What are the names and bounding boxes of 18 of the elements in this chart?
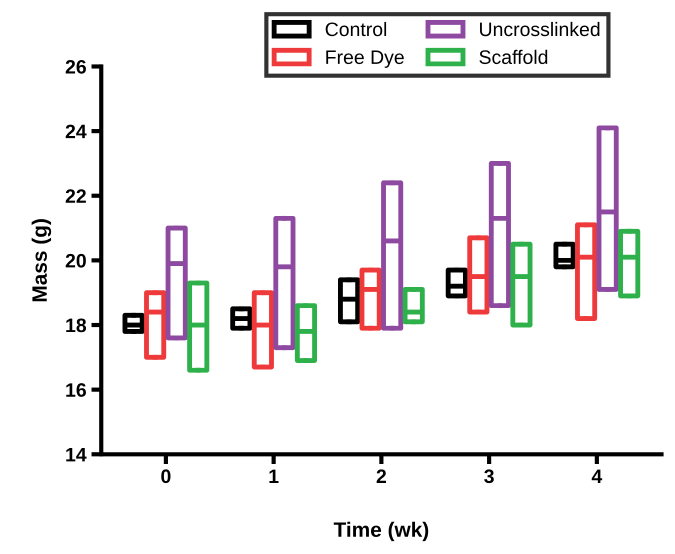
y-tick-label: 24 xyxy=(66,124,87,138)
y-tick-label: 22 xyxy=(66,189,86,203)
y-axis-title: Mass (g) xyxy=(32,219,52,302)
x-tick-label: 0 xyxy=(161,469,171,484)
y-tick-label: 20 xyxy=(66,254,86,268)
y-tick-label: 14 xyxy=(66,448,87,462)
x-tick-label: 3 xyxy=(484,469,494,484)
y-tick-label: 26 xyxy=(66,60,86,74)
legend-label: Control xyxy=(326,22,386,36)
x-axis-title: Time (wk) xyxy=(334,522,428,542)
legend-label: Scaffold xyxy=(479,50,548,64)
legend-label: Free Dye xyxy=(326,50,404,68)
x-tick-label: 4 xyxy=(592,470,602,483)
x-tick-label: 2 xyxy=(376,469,386,483)
y-tick-label: 18 xyxy=(66,318,86,332)
x-tick-label: 1 xyxy=(269,470,278,483)
legend-label: Uncrosslinked xyxy=(480,22,600,36)
y-tick-label: 16 xyxy=(66,383,86,397)
